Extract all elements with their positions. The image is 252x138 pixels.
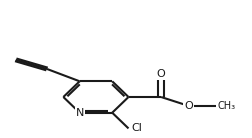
Text: Cl: Cl [131, 123, 142, 133]
Text: O: O [184, 101, 193, 111]
Text: CH₃: CH₃ [217, 101, 236, 111]
Text: O: O [157, 69, 166, 79]
Text: N: N [75, 108, 84, 118]
